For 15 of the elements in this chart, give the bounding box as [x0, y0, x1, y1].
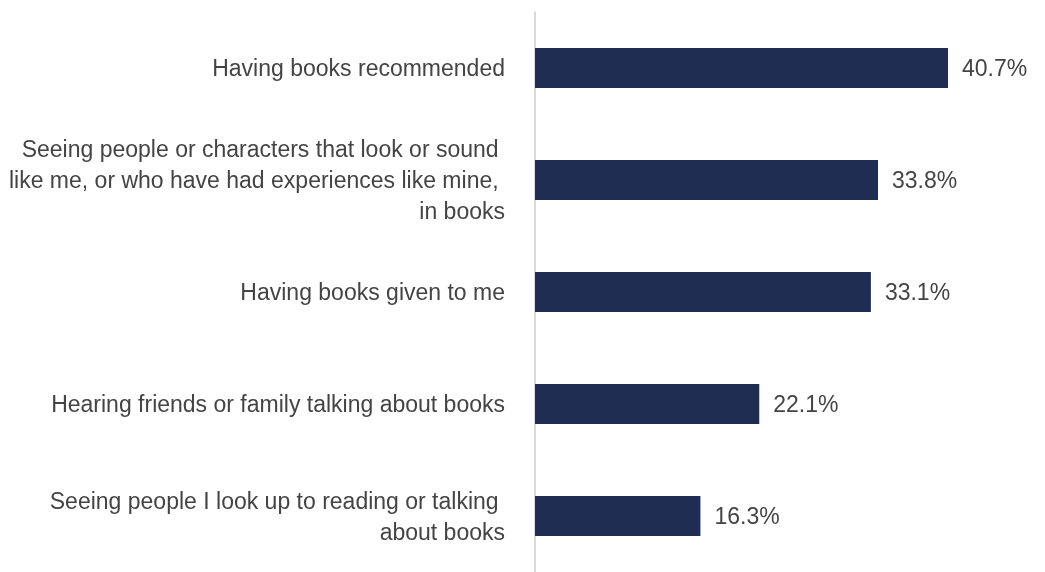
y-tick-label: Having books recommended [212, 55, 505, 81]
data-label: 40.7% [962, 55, 1028, 81]
y-tick-label: Seeing people or characters that look or sound like me, or who have had experiences like mine, in books [8, 136, 505, 224]
bar [535, 384, 760, 424]
bar [535, 48, 948, 88]
y-tick-label: Having books given to me [240, 279, 505, 305]
y-tick-label: Seeing people I look up to reading or talking about books [49, 487, 505, 545]
data-label: 22.1% [773, 391, 839, 417]
bar [535, 496, 701, 536]
data-label: 33.1% [884, 279, 951, 305]
y-tick-label: Hearing friends or family talking about books [51, 391, 505, 417]
data-label: 16.3% [714, 503, 780, 529]
bar [535, 272, 871, 312]
bar [535, 160, 878, 200]
data-label: 33.8% [891, 167, 958, 193]
